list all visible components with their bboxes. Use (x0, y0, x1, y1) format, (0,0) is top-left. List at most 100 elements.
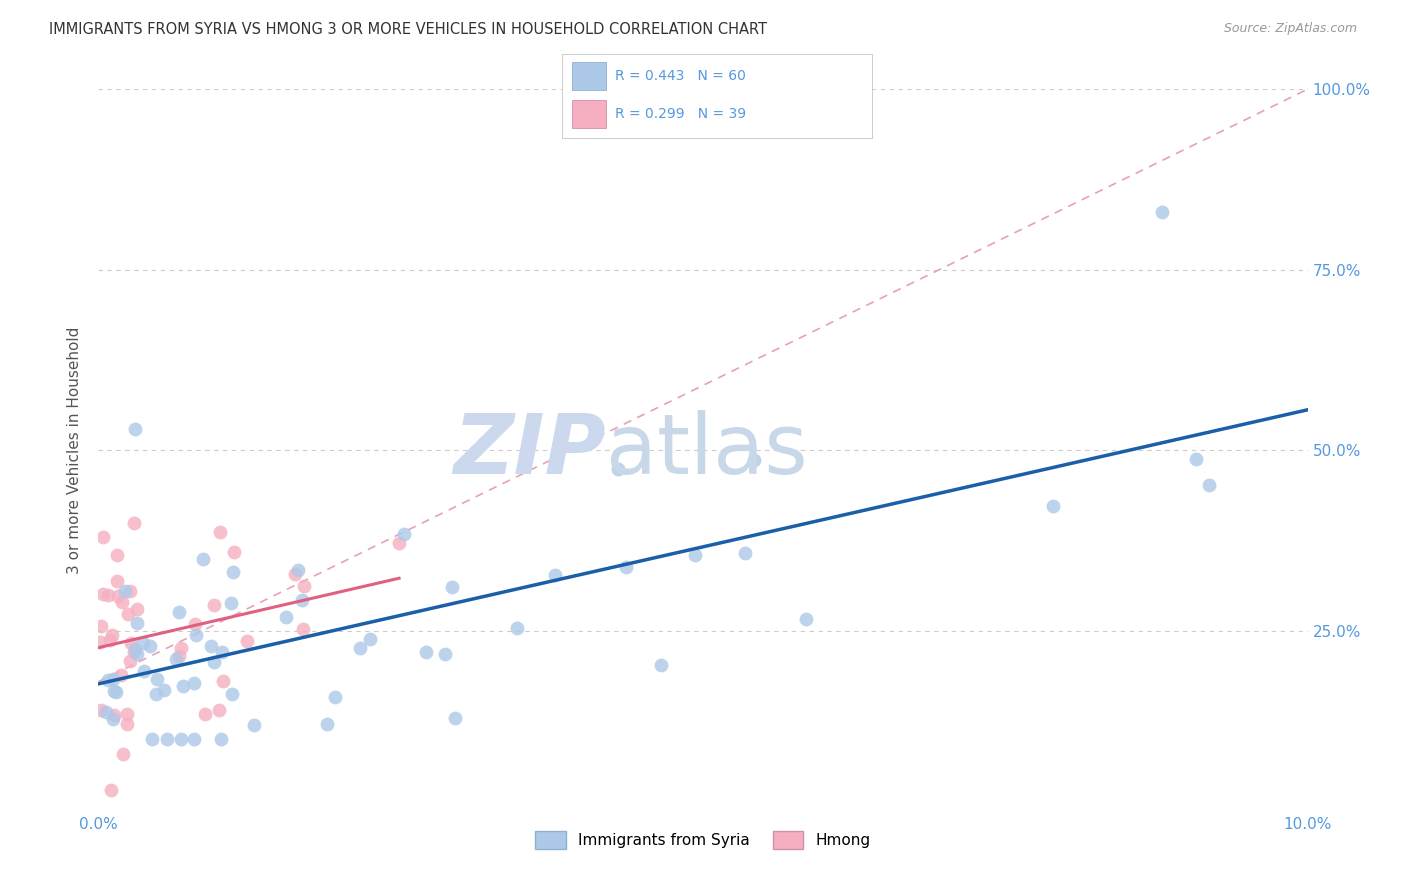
Point (284, 567, 307, 582)
Point (141, 732, 163, 747)
Point (139, 640, 162, 654)
Point (91, 530, 114, 544)
Point (101, 628, 124, 642)
Point (685, 549, 707, 563)
Point (200, 639, 222, 653)
Point (291, 622, 314, 636)
Point (122, 516, 145, 530)
Point (650, 658, 672, 673)
Point (125, 647, 148, 661)
Point (90, 619, 112, 633)
Point (153, 683, 176, 698)
Point (156, 732, 179, 747)
Point (243, 718, 266, 732)
Point (616, 560, 638, 574)
Point (122, 644, 145, 658)
Point (183, 732, 205, 747)
Point (193, 552, 215, 566)
Point (124, 642, 146, 657)
Point (1152, 205, 1174, 219)
Point (444, 711, 467, 725)
Text: atlas: atlas (606, 410, 808, 491)
Point (169, 605, 191, 619)
Point (103, 684, 125, 698)
Point (211, 645, 233, 659)
Text: Source: ZipAtlas.com: Source: ZipAtlas.com (1223, 22, 1357, 36)
Point (1042, 499, 1064, 513)
Point (392, 527, 415, 541)
Point (100, 783, 122, 797)
Text: R = 0.299   N = 39: R = 0.299 N = 39 (614, 107, 747, 121)
Point (607, 461, 630, 475)
Point (184, 628, 207, 642)
Text: ZIP: ZIP (454, 410, 606, 491)
Point (506, 621, 529, 635)
Point (172, 679, 194, 693)
Point (183, 676, 205, 690)
Point (167, 649, 190, 664)
Point (124, 422, 146, 436)
Point (111, 747, 134, 761)
Point (219, 596, 242, 610)
Point (440, 580, 463, 594)
Point (98, 632, 121, 647)
Point (118, 654, 141, 668)
Legend: Immigrants from Syria, Hmong: Immigrants from Syria, Hmong (529, 825, 877, 855)
Point (315, 717, 337, 731)
Point (165, 652, 187, 666)
Point (208, 524, 231, 539)
Point (544, 568, 567, 582)
Point (291, 593, 314, 607)
Point (222, 544, 245, 558)
Point (221, 687, 243, 701)
Point (110, 668, 132, 682)
Point (103, 708, 125, 723)
Point (132, 636, 155, 650)
Point (734, 546, 756, 560)
Point (184, 617, 207, 632)
Point (1198, 478, 1220, 492)
Point (145, 687, 167, 701)
Point (222, 566, 245, 580)
Point (236, 633, 259, 648)
Point (211, 674, 233, 689)
Point (97, 673, 120, 687)
Point (120, 636, 142, 650)
Text: R = 0.443   N = 60: R = 0.443 N = 60 (614, 69, 745, 83)
Point (274, 610, 297, 624)
Point (415, 645, 437, 659)
Point (105, 684, 128, 698)
Point (433, 647, 456, 661)
Point (114, 584, 136, 599)
Point (125, 602, 148, 616)
Point (105, 574, 128, 588)
Point (118, 584, 141, 599)
Point (115, 717, 138, 731)
Point (105, 549, 128, 563)
Bar (572, 62, 606, 90)
Point (388, 536, 411, 550)
Point (111, 595, 134, 609)
Point (202, 598, 225, 612)
Point (170, 732, 193, 747)
Point (127, 615, 149, 630)
Y-axis label: 3 or more Vehicles in Household: 3 or more Vehicles in Household (67, 326, 83, 574)
Point (134, 665, 156, 679)
Point (323, 690, 346, 705)
Point (107, 589, 129, 603)
Point (1185, 452, 1208, 467)
Point (146, 672, 169, 686)
Point (742, 452, 765, 467)
Bar (572, 100, 606, 128)
Point (170, 641, 193, 656)
Point (349, 641, 371, 656)
Point (90, 703, 112, 717)
Text: IMMIGRANTS FROM SYRIA VS HMONG 3 OR MORE VEHICLES IN HOUSEHOLD CORRELATION CHART: IMMIGRANTS FROM SYRIA VS HMONG 3 OR MORE… (49, 22, 768, 37)
Point (94, 705, 117, 719)
Point (359, 632, 381, 646)
Point (97, 588, 120, 602)
Point (202, 655, 225, 669)
Point (93, 587, 115, 601)
Point (101, 672, 124, 686)
Point (292, 579, 315, 593)
